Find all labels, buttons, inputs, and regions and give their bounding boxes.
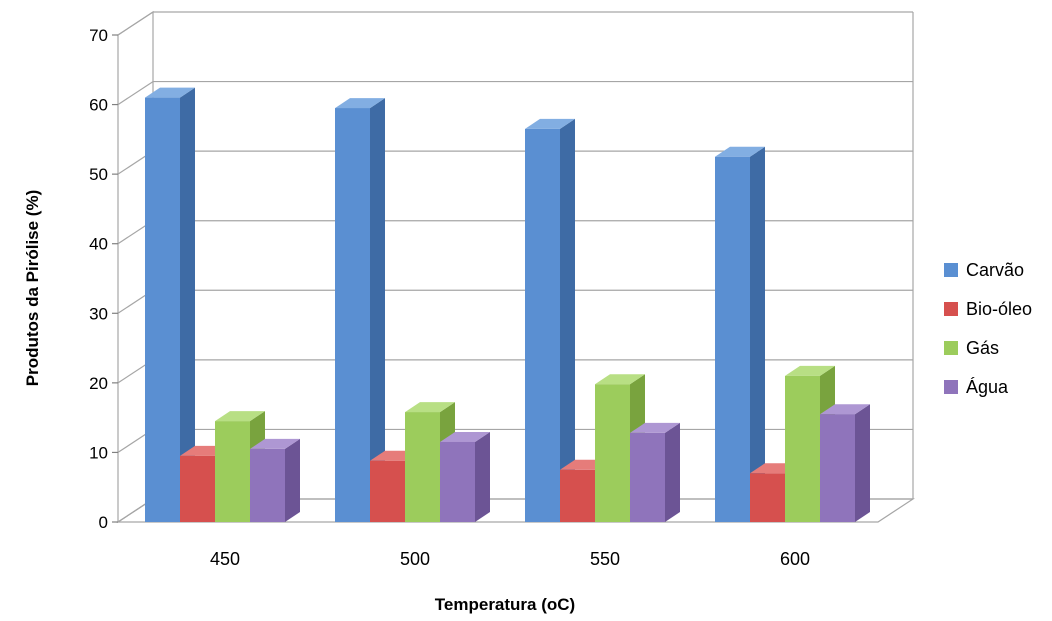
legend-swatch-bio-oleo [944, 302, 958, 316]
y-tick-label: 60 [89, 96, 108, 115]
bar-agua-450 [250, 438, 300, 522]
x-category-label: 600 [780, 549, 810, 569]
y-axis-title: Produtos da Pirólise (%) [23, 190, 42, 386]
bar-front [370, 460, 405, 522]
bar-carvao-600 [715, 146, 765, 523]
y-tick-label: 30 [89, 304, 108, 323]
bar-front [560, 469, 595, 522]
bar-front [215, 421, 250, 522]
bar-side [750, 146, 765, 523]
gridline-side-60 [117, 81, 154, 106]
bar-front [440, 441, 475, 522]
legend-swatch-gas [944, 341, 958, 355]
bar-front [250, 448, 285, 522]
bar-carvao-500 [335, 98, 385, 523]
bar-top [335, 98, 385, 109]
bar-top [405, 402, 455, 413]
bar-carvao-550 [525, 118, 575, 523]
legend-label-agua: Água [966, 377, 1009, 397]
bars [145, 87, 870, 523]
bar-side [855, 404, 870, 522]
x-category-label: 500 [400, 549, 430, 569]
bar-top [250, 438, 300, 449]
bar-top [440, 432, 490, 442]
bar-front [595, 384, 630, 522]
y-tick-label: 0 [99, 513, 108, 532]
bar-agua-500 [440, 432, 490, 522]
legend-label-carvao: Carvão [966, 260, 1024, 280]
gridline-side-70 [117, 11, 154, 36]
bar-front [525, 128, 560, 522]
y-tick-label: 40 [89, 235, 108, 254]
bar-top [595, 374, 645, 385]
bar-side [370, 98, 385, 522]
bar-side [560, 118, 575, 523]
bar-top [820, 404, 870, 415]
bar-carvao-450 [145, 87, 195, 522]
y-tick-label: 10 [89, 443, 108, 462]
legend: Carvão Bio-óleo Gás Água [944, 260, 1032, 397]
y-tick-label: 70 [89, 26, 108, 45]
bar-front [715, 156, 750, 522]
bar-front [145, 97, 180, 522]
bar-top [785, 365, 835, 376]
bar-front [750, 473, 785, 522]
legend-label-bio-oleo: Bio-óleo [966, 299, 1032, 319]
bar-top [715, 146, 765, 157]
bar-side [665, 422, 680, 522]
x-axis-title: Temperatura (oC) [435, 595, 575, 614]
bar-front [405, 412, 440, 522]
legend-swatch-agua [944, 380, 958, 394]
bar-top [215, 411, 265, 422]
bar-side [285, 438, 300, 522]
legend-label-gas: Gás [966, 338, 999, 358]
bar-agua-550 [630, 422, 680, 522]
bar-top [630, 422, 680, 433]
bar-front [180, 455, 215, 522]
x-category-label: 550 [590, 549, 620, 569]
y-tick-label: 50 [89, 165, 108, 184]
bar-front [630, 432, 665, 522]
bar-front [785, 375, 820, 522]
bar-front [820, 414, 855, 522]
legend-swatch-carvao [944, 263, 958, 277]
bar-top [145, 87, 195, 98]
bar-front [335, 108, 370, 523]
bar-side [180, 87, 195, 522]
bar-side [475, 432, 490, 522]
bar-agua-600 [820, 404, 870, 522]
x-category-label: 450 [210, 549, 240, 569]
bar-top [525, 118, 575, 129]
y-tick-label: 20 [89, 374, 108, 393]
